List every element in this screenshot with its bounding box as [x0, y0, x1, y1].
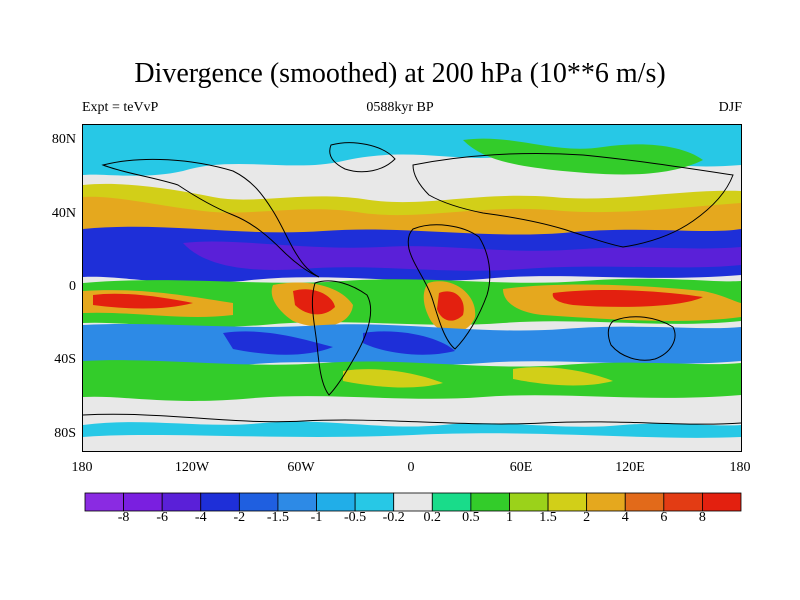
colorbar-label: 0.2	[423, 510, 442, 525]
colorbar-swatch	[316, 492, 356, 512]
colorbar-label: 2	[583, 510, 591, 525]
colorbar-label: 4	[621, 510, 629, 525]
colorbar-swatch	[161, 492, 202, 512]
coastlines	[83, 142, 741, 425]
colorbar-swatch	[238, 492, 279, 512]
band-equator-red	[93, 289, 703, 321]
plot-title: Divergence (smoothed) at 200 hPa (10**6 …	[134, 58, 666, 89]
band-north-green	[463, 138, 703, 175]
antarctica-coast	[83, 413, 741, 425]
colorbar-swatch	[470, 492, 510, 512]
band-45s-yellow	[343, 367, 613, 388]
experiment-label: Expt = teVvP	[82, 100, 159, 115]
colorbar-label: -8	[117, 510, 130, 525]
colorbar-label: 0.5	[462, 510, 480, 525]
field-bands	[83, 125, 741, 451]
colorbar-swatch	[123, 492, 163, 512]
colorbar	[84, 492, 742, 512]
colorbar-label: 8	[698, 510, 706, 525]
eurasia-coast	[412, 152, 734, 248]
colorbar-swatch	[509, 492, 549, 512]
x-tick-60w: 60W	[287, 460, 315, 475]
colorbar-swatch	[277, 492, 317, 512]
colorbar-swatch	[624, 492, 665, 512]
band-30s-dark	[223, 331, 455, 355]
map-panel	[82, 124, 742, 452]
x-tick-120e: 120E	[615, 460, 645, 475]
colorbar-swatch	[431, 492, 472, 512]
colorbar-label: -6	[156, 510, 168, 525]
africa-coast	[407, 224, 491, 350]
australia-coast	[607, 316, 676, 361]
colorbar-swatch	[586, 492, 626, 512]
colorbar-label: 1.5	[539, 510, 557, 525]
colorbar-label: 1	[505, 510, 513, 525]
colorbar-label: -1	[310, 510, 323, 525]
colorbar-label: -4	[194, 510, 207, 525]
y-tick-40n: 40N	[51, 206, 76, 221]
x-tick-180w: 180	[71, 460, 93, 475]
y-tick-80s: 80S	[54, 426, 76, 441]
colorbar-swatch	[354, 492, 395, 512]
colorbar-label: -0.2	[382, 510, 405, 525]
season-label: DJF	[718, 100, 742, 115]
south-america-coast	[311, 280, 372, 396]
x-tick-180e: 180	[729, 460, 751, 475]
colorbar-label: -2	[233, 510, 246, 525]
x-tick-120w: 120W	[174, 460, 210, 475]
colorbar-swatch	[702, 492, 742, 512]
band-antarctic-neutral	[83, 433, 741, 451]
x-tick-60e: 60E	[509, 460, 533, 475]
colorbar-swatch	[547, 492, 588, 512]
band-15n-dark	[183, 241, 741, 271]
time-label: 0588kyr BP	[366, 100, 434, 115]
colorbar-swatch	[200, 492, 240, 512]
colorbar-label: 6	[660, 510, 668, 525]
y-tick-80n: 80N	[51, 132, 76, 147]
colorbar-label: -1.5	[266, 510, 290, 525]
x-tick-0: 0	[407, 460, 415, 475]
band-north-cyan	[83, 125, 741, 176]
y-tick-0: 0	[69, 279, 76, 294]
colorbar-swatch	[84, 492, 124, 512]
colorbar-swatch	[393, 492, 433, 512]
colorbar-label: -0.5	[344, 510, 367, 525]
band-40n-yellow	[83, 183, 741, 216]
divergence-field	[83, 125, 741, 451]
greenland-coast	[329, 142, 396, 173]
colorbar-swatch	[663, 492, 703, 512]
north-america-coast	[101, 158, 320, 278]
y-tick-40s: 40S	[54, 352, 76, 367]
